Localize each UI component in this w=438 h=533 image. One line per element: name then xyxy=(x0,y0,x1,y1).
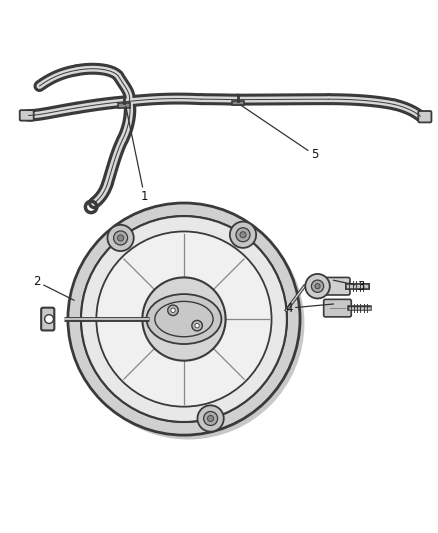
FancyBboxPatch shape xyxy=(316,278,350,295)
Text: 4: 4 xyxy=(285,302,334,314)
Ellipse shape xyxy=(146,294,221,344)
Circle shape xyxy=(198,405,224,432)
Text: 2: 2 xyxy=(33,276,74,300)
Circle shape xyxy=(230,222,256,248)
Circle shape xyxy=(192,320,202,331)
Circle shape xyxy=(45,314,53,324)
Circle shape xyxy=(142,278,226,361)
Bar xyxy=(232,101,244,106)
Circle shape xyxy=(68,203,300,435)
Circle shape xyxy=(208,415,214,422)
Bar xyxy=(118,103,130,108)
Circle shape xyxy=(96,231,272,407)
Circle shape xyxy=(113,231,127,245)
Circle shape xyxy=(107,225,134,251)
Text: 5: 5 xyxy=(240,104,318,161)
Circle shape xyxy=(72,207,304,440)
FancyBboxPatch shape xyxy=(418,111,431,123)
Circle shape xyxy=(315,284,320,289)
Circle shape xyxy=(171,308,175,312)
Text: 3: 3 xyxy=(333,280,365,293)
Circle shape xyxy=(305,274,330,298)
Circle shape xyxy=(240,232,246,238)
Circle shape xyxy=(311,280,324,292)
Text: 1: 1 xyxy=(126,106,148,203)
FancyBboxPatch shape xyxy=(41,308,54,330)
Circle shape xyxy=(236,228,250,242)
Circle shape xyxy=(117,235,124,241)
FancyBboxPatch shape xyxy=(20,110,34,120)
Circle shape xyxy=(195,324,199,328)
Circle shape xyxy=(81,216,287,422)
Circle shape xyxy=(204,411,218,425)
FancyBboxPatch shape xyxy=(324,300,351,317)
Circle shape xyxy=(168,305,178,316)
